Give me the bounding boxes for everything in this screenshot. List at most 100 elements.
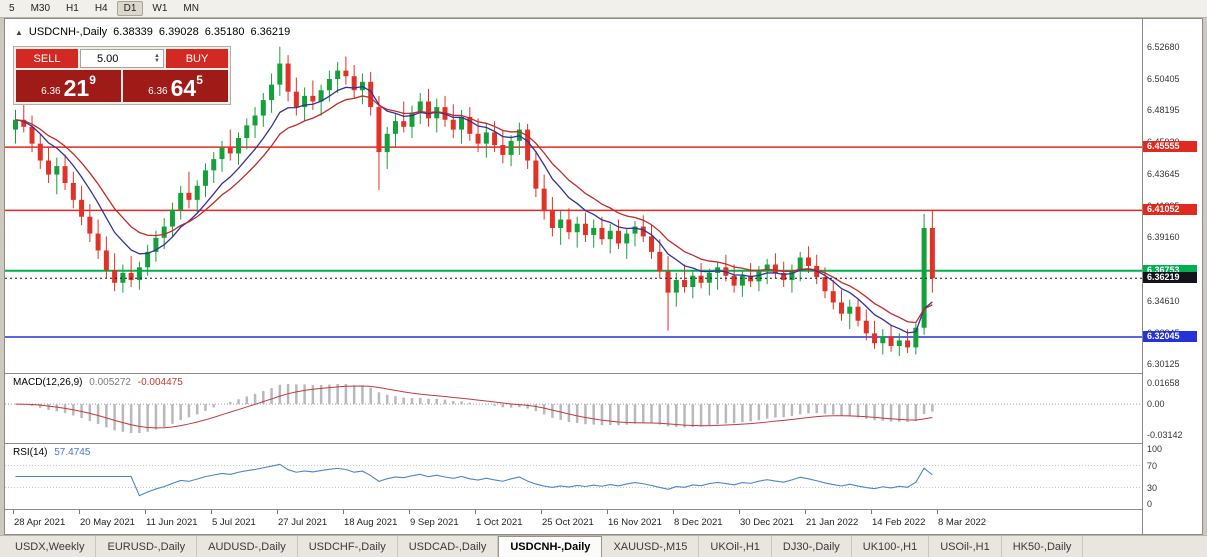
- chart-tab-dj30[interactable]: DJ30-,Daily: [772, 536, 852, 557]
- date-label: 8 Mar 2022: [938, 517, 987, 528]
- candles-layer: [13, 46, 935, 356]
- time-axis: 28 Apr 2021 20 May 2021 11 Jun 2021 5 Jul 2…: [5, 510, 1144, 535]
- chart-tab-hk50[interactable]: HK50-,Daily: [1002, 536, 1084, 557]
- buy-price-prefix: 6.36: [148, 86, 168, 97]
- date-label: 21 Jan 2022: [806, 517, 859, 528]
- lot-stepper[interactable]: ▲ ▼: [154, 52, 160, 64]
- chart-tab-ukoil[interactable]: UKOil-,H1: [699, 536, 772, 557]
- date-label: 9 Sep 2021: [410, 517, 459, 528]
- chart-tab-usdcnh[interactable]: USDCNH-,Daily: [498, 536, 603, 557]
- main-price-chart[interactable]: [5, 19, 1144, 373]
- chart-tab-audusd[interactable]: AUDUSD-,Daily: [197, 536, 298, 557]
- price-axis: 6.526806.504056.481956.459306.436456.413…: [1142, 19, 1202, 534]
- panel-divider[interactable]: [5, 443, 1202, 444]
- macd-axis-label: 0.00: [1147, 399, 1165, 410]
- chart-tab-xauusd[interactable]: XAUUSD-,M15: [602, 536, 700, 557]
- rsi-axis-label: 100: [1147, 444, 1163, 454]
- time-axis-tick: [277, 510, 278, 514]
- buy-price-display[interactable]: 6.36 64 5: [123, 70, 228, 102]
- timeframe-button-w1[interactable]: W1: [152, 3, 168, 14]
- time-axis-tick: [79, 510, 80, 514]
- date-label: 8 Dec 2021: [674, 517, 723, 528]
- one-click-trading-panel: SELL 5.00 ▲ ▼ BUY 6.36 21 9 6.36: [13, 46, 231, 105]
- rsi-axis-label: 0: [1147, 499, 1153, 509]
- chart-tab-eurusd[interactable]: EURUSD-,Daily: [96, 536, 198, 557]
- chart-tab-usdchf[interactable]: USDCHF-,Daily: [298, 536, 398, 557]
- macd-name: MACD(12,26,9): [13, 377, 83, 388]
- time-axis-tick: [871, 510, 872, 514]
- sell-price-display[interactable]: 6.36 21 9: [16, 70, 121, 102]
- lot-down-icon[interactable]: ▼: [154, 57, 160, 64]
- date-label: 16 Nov 2021: [608, 517, 662, 528]
- time-axis-tick: [409, 510, 410, 514]
- panel-divider: [5, 509, 1202, 510]
- chart-tab-uk100[interactable]: UK100-,H1: [852, 536, 930, 557]
- date-label: 18 Aug 2021: [344, 517, 398, 528]
- price-axis-label: 6.39160: [1147, 231, 1180, 242]
- timeframe-button-5[interactable]: 5: [9, 3, 15, 14]
- timeframe-toolbar: 5 M30 H1 H4 D1 W1 MN: [0, 0, 1207, 18]
- time-axis-tick: [343, 510, 344, 514]
- date-label: 14 Feb 2022: [872, 517, 926, 528]
- chart-region[interactable]: 6.526806.504056.481956.459306.436456.413…: [4, 18, 1203, 535]
- symbol-name: USDCNH-,Daily: [28, 26, 108, 38]
- timeframe-button-mn[interactable]: MN: [183, 3, 199, 14]
- lot-size-input[interactable]: 5.00 ▲ ▼: [80, 49, 164, 68]
- rsi-axis-label: 30: [1147, 482, 1158, 493]
- timeframe-button-m30[interactable]: M30: [30, 3, 51, 14]
- panel-divider[interactable]: [5, 373, 1202, 374]
- readout-close: 6.36219: [250, 26, 291, 38]
- price-axis-label: 6.50405: [1147, 73, 1180, 84]
- price-axis-label: 6.43645: [1147, 168, 1180, 179]
- macd-indicator-panel: [5, 383, 1144, 434]
- price-tag: 6.41052: [1143, 204, 1197, 216]
- time-axis-tick: [607, 510, 608, 514]
- time-axis-tick: [13, 510, 14, 514]
- time-axis-tick: [805, 510, 806, 514]
- price-tag: 6.36219: [1143, 272, 1197, 284]
- sell-price-pipette: 9: [89, 73, 96, 87]
- rsi-indicator-panel: [5, 463, 1144, 497]
- date-label: 1 Oct 2021: [476, 517, 523, 528]
- sell-price-big: 21: [63, 75, 90, 101]
- time-axis-tick: [739, 510, 740, 514]
- time-axis-tick: [475, 510, 476, 514]
- date-label: 30 Dec 2021: [740, 517, 794, 528]
- timeframe-button-d1[interactable]: D1: [116, 1, 144, 16]
- sell-price-prefix: 6.36: [41, 86, 61, 97]
- time-axis-tick: [211, 510, 212, 514]
- one-click-price-row: 6.36 21 9 6.36 64 5: [16, 70, 228, 102]
- rsi-value: 57.4745: [54, 447, 91, 458]
- lot-up-icon[interactable]: ▲: [154, 52, 160, 59]
- time-axis-tick: [145, 510, 146, 514]
- macd-axis-label: -0.03142: [1147, 430, 1183, 440]
- rsi-name: RSI(14): [13, 447, 48, 458]
- rsi-label: RSI(14) 57.4745: [13, 447, 90, 458]
- macd-main-value: 0.005272: [89, 377, 131, 388]
- timeframe-group: 5 M30 H1 H4 D1 W1 MN: [2, 1, 208, 16]
- date-label: 20 May 2021: [80, 517, 135, 528]
- chart-tab-usoil[interactable]: USOil-,H1: [929, 536, 1002, 557]
- chart-tab-usdcad[interactable]: USDCAD-,Daily: [398, 536, 499, 557]
- macd-signal-value: -0.004475: [137, 377, 183, 388]
- one-click-top-row: SELL 5.00 ▲ ▼ BUY: [16, 49, 228, 68]
- buy-price-pipette: 5: [196, 73, 203, 87]
- date-label: 5 Jul 2021: [212, 517, 256, 528]
- sell-button[interactable]: SELL: [16, 49, 78, 68]
- timeframe-button-h4[interactable]: H4: [94, 3, 108, 14]
- rsi-axis-label: 70: [1147, 460, 1158, 471]
- buy-price-big: 64: [170, 75, 197, 101]
- price-tag: 6.36753: [1143, 264, 1197, 276]
- time-axis-tick: [937, 510, 938, 514]
- date-label: 28 Apr 2021: [14, 517, 66, 528]
- chart-tab-usdx[interactable]: USDX,Weekly: [4, 536, 97, 557]
- price-axis-label: 6.34610: [1147, 295, 1180, 306]
- one-click-collapse-icon[interactable]: ▲: [15, 27, 23, 37]
- macd-label: MACD(12,26,9) 0.005272 -0.004475: [13, 377, 183, 388]
- time-axis-tick: [673, 510, 674, 514]
- lot-size-value[interactable]: 5.00: [97, 52, 119, 65]
- buy-button[interactable]: BUY: [166, 49, 228, 68]
- chart-tab-bar: USDX,Weekly EURUSD-,Daily AUDUSD-,Daily USD…: [0, 535, 1207, 557]
- timeframe-button-h1[interactable]: H1: [66, 3, 79, 14]
- readout-open: 6.38339: [113, 26, 153, 38]
